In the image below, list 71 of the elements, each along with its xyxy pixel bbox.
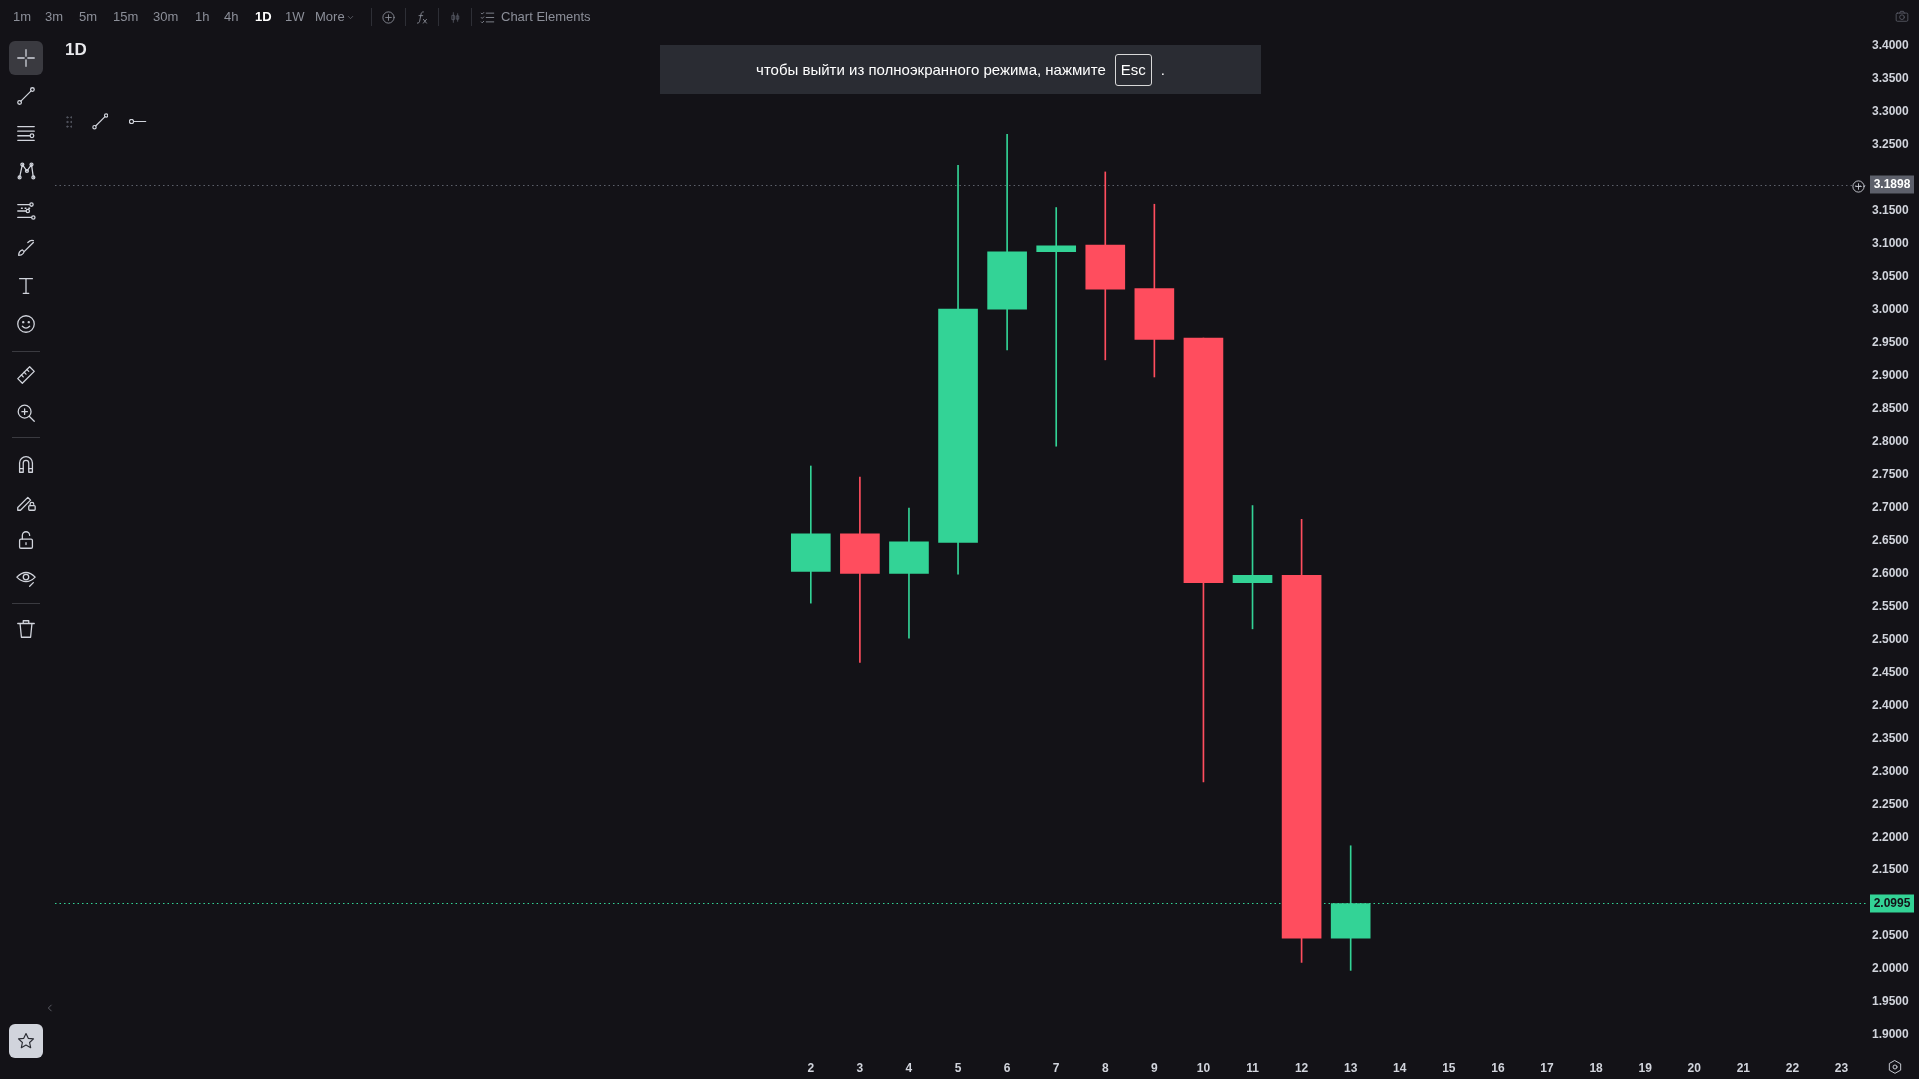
x-tick-label: 8 [1101,1061,1109,1076]
y-tick-label: 2.3500 [1872,730,1910,745]
y-tick-label: 3.1500 [1872,203,1910,218]
y-tick-label: 2.7000 [1872,499,1910,514]
text: 1m [13,9,32,25]
text: 1h [195,9,210,25]
x-tick-label: 16 [1491,1061,1505,1076]
y-tick-label: 2.8500 [1872,400,1910,415]
x-tick-label: 6 [1003,1061,1011,1076]
ref-line-label: 3.1898 [1873,177,1911,192]
y-tick-label: 2.0000 [1872,961,1910,976]
text: 1D [255,9,272,25]
y-tick-label: 3.0000 [1872,302,1910,317]
y-tick-label: 3.1000 [1872,236,1910,251]
x-tick-label: 4 [905,1061,913,1076]
y-tick-label: 3.3000 [1872,104,1910,119]
x-tick-label: 7 [1052,1061,1060,1076]
annotation: Esc [1114,53,1152,86]
text: 5m [79,9,98,25]
chart-title: 1D [65,40,87,60]
y-tick-label: 1.9500 [1872,994,1910,1009]
text: 15m [113,9,139,25]
y-tick-label: 2.1500 [1872,862,1910,877]
y-tick-label: 2.6500 [1872,532,1910,547]
x-tick-label: 17 [1540,1061,1554,1076]
x-tick-label: 22 [1785,1061,1800,1076]
y-tick-label: 3.0500 [1872,269,1910,284]
y-tick-label: 2.2000 [1872,829,1910,844]
x-tick-label: 5 [954,1061,962,1076]
text: Chart Elements [501,9,591,25]
text: 1W [285,9,305,25]
x-tick-label: 14 [1393,1061,1407,1076]
y-tick-label: 2.3000 [1872,763,1910,778]
candlestick [1036,207,1077,447]
x-tick-label: 2 [807,1061,815,1076]
x-tick-label: 20 [1687,1061,1702,1076]
candlestick [1085,171,1126,361]
x-tick-label: 19 [1638,1061,1653,1076]
y-tick-label: 2.9500 [1872,335,1910,350]
y-tick-label: 2.8000 [1872,433,1910,448]
x-tick-label: 9 [1151,1061,1159,1076]
y-tick-label: 1.9000 [1872,1027,1910,1042]
text: 3m [45,9,64,25]
text: 4h [224,9,239,25]
y-tick-label: 3.3500 [1872,71,1910,86]
annotation: . [1160,60,1165,79]
x-tick-label: 10 [1196,1061,1211,1076]
candlestick [840,476,880,663]
y-tick-label: 2.2500 [1872,796,1910,811]
text: 30m [153,9,179,25]
x-tick-label: 12 [1294,1061,1309,1076]
y-tick-label: 2.0500 [1872,928,1910,943]
y-tick-label: 3.2500 [1872,137,1910,152]
y-tick-label: 2.9000 [1872,367,1910,382]
y-tick-label: 2.5500 [1872,598,1910,613]
x-tick-label: 13 [1344,1061,1358,1076]
y-tick-label: 3.4000 [1872,38,1910,53]
y-tick-label: 2.6000 [1872,565,1910,580]
y-tick-label: 2.4500 [1872,664,1910,679]
annotation: чтобы выйти из полноэкранного режима, нажмите [756,60,1106,79]
y-tick-label: 2.4000 [1872,697,1910,712]
x-tick-label: 3 [856,1061,864,1076]
x-tick-label: 15 [1442,1061,1456,1076]
x-tick-label: 23 [1834,1061,1849,1076]
x-tick-label: 21 [1736,1061,1751,1076]
y-tick-label: 2.5000 [1872,631,1910,646]
ref-line-label: 2.0995 [1873,896,1911,911]
x-tick-label: 18 [1589,1061,1604,1076]
x-tick-label: 11 [1246,1061,1260,1076]
y-tick-label: 2.7500 [1872,466,1910,481]
text: More [315,9,345,25]
